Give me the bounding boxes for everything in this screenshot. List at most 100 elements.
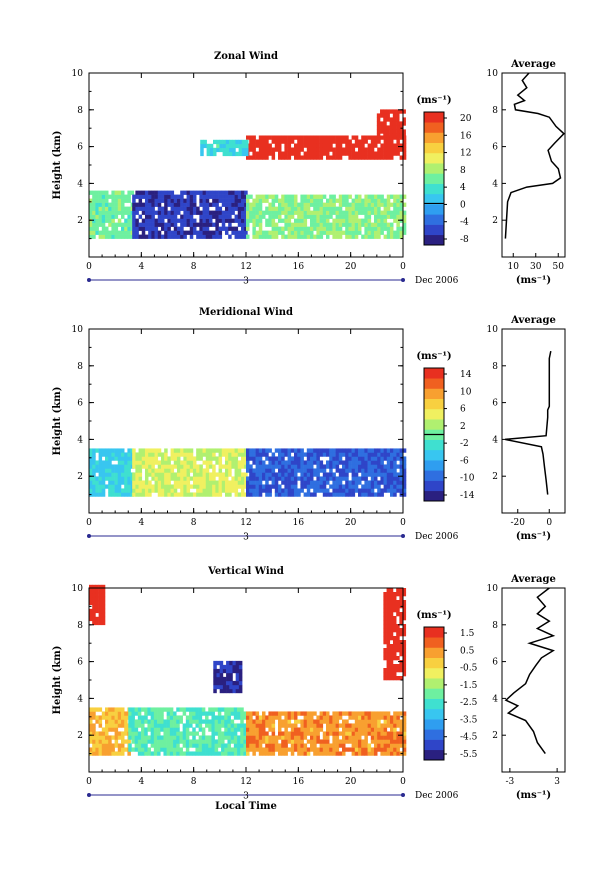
vertical-cell bbox=[246, 723, 250, 728]
meridional-cell bbox=[101, 452, 106, 457]
vertical-cell bbox=[316, 719, 320, 724]
vertical-cell bbox=[310, 727, 314, 732]
meridional-cell bbox=[135, 452, 139, 457]
zonal-cell bbox=[144, 210, 149, 215]
meridional-cell bbox=[108, 488, 112, 493]
vertical-cell bbox=[169, 723, 174, 728]
zonal-cell bbox=[245, 139, 249, 145]
zonal-cell bbox=[386, 226, 391, 231]
zonal-cell bbox=[212, 198, 216, 203]
zonal-cell bbox=[358, 226, 362, 231]
meridional-cell bbox=[294, 460, 298, 465]
vertical-cell bbox=[342, 711, 346, 716]
vertical-cell bbox=[216, 676, 220, 682]
vertical-cell bbox=[173, 719, 177, 724]
meridional-cell bbox=[108, 484, 112, 489]
meridional-heatmap bbox=[89, 448, 407, 497]
zonal-cell bbox=[297, 147, 301, 152]
vertical-cell bbox=[121, 707, 125, 712]
meridional-cell bbox=[351, 456, 356, 461]
meridional-cell bbox=[380, 448, 384, 453]
meridional-cell bbox=[160, 484, 165, 489]
zonal-cell bbox=[300, 210, 304, 215]
meridional-cell bbox=[399, 476, 404, 481]
vertical-cell bbox=[201, 731, 206, 736]
zonal-cell bbox=[127, 198, 131, 203]
vertical-cell bbox=[377, 723, 381, 728]
meridional-cell bbox=[221, 476, 226, 481]
zonal-cell bbox=[237, 198, 242, 203]
vertical-cell bbox=[214, 727, 219, 732]
vertical-cell bbox=[399, 664, 403, 669]
meridional-cell bbox=[402, 460, 407, 465]
zonal-cell bbox=[202, 198, 207, 203]
meridional-cell bbox=[151, 452, 155, 457]
vertical-cell bbox=[310, 711, 314, 716]
vertical-cell bbox=[238, 684, 243, 690]
meridional-cell bbox=[127, 464, 131, 469]
zonal-cell bbox=[338, 210, 343, 215]
zonal-cell bbox=[370, 135, 375, 140]
zonal-cell bbox=[105, 218, 109, 223]
vertical-cell bbox=[230, 719, 235, 724]
meridional-cell bbox=[89, 464, 93, 469]
vertical-cell bbox=[137, 751, 142, 756]
meridional-cell bbox=[393, 492, 397, 497]
vertical-cell bbox=[316, 735, 320, 740]
vertical-cell bbox=[101, 743, 106, 748]
meridional-cell bbox=[399, 448, 404, 453]
vertical-cell bbox=[399, 652, 403, 657]
vertical-cell bbox=[329, 747, 333, 752]
zonal-cell bbox=[212, 230, 216, 235]
zonal-cell bbox=[258, 151, 263, 156]
vertical-cell bbox=[217, 751, 222, 756]
vertical-cell bbox=[195, 707, 199, 712]
zonal-cell bbox=[287, 135, 292, 140]
zonal-cell bbox=[224, 218, 229, 223]
meridional-cell bbox=[390, 452, 394, 457]
meridional-cell bbox=[89, 488, 93, 493]
meridional-cell bbox=[212, 488, 216, 493]
vertical-cell bbox=[390, 723, 394, 728]
vertical-average-ytick-label: 10 bbox=[487, 584, 499, 594]
vertical-cell bbox=[274, 715, 279, 720]
meridional-cell bbox=[274, 456, 279, 461]
vertical-cell bbox=[392, 608, 397, 613]
vertical-cell bbox=[268, 719, 272, 724]
meridional-cell bbox=[124, 456, 128, 461]
zonal-cell bbox=[402, 129, 406, 134]
vertical-cell bbox=[303, 751, 308, 756]
meridional-cell bbox=[199, 464, 203, 469]
vertical-cell bbox=[189, 751, 193, 756]
meridional-cell bbox=[199, 452, 203, 457]
meridional-cell bbox=[316, 448, 320, 453]
vertical-cell bbox=[383, 628, 387, 633]
vertical-cell bbox=[95, 735, 99, 740]
zonal-cell bbox=[390, 147, 394, 152]
meridional-cell bbox=[271, 480, 276, 485]
zonal-cell bbox=[396, 113, 400, 118]
zonal-cell bbox=[238, 139, 243, 145]
meridional-cell bbox=[345, 452, 349, 457]
zonal-cell bbox=[332, 206, 336, 211]
meridional-cell bbox=[274, 476, 279, 481]
meridional-cell bbox=[303, 452, 308, 457]
zonal-cell bbox=[396, 117, 400, 122]
zonal-cell bbox=[170, 190, 175, 195]
meridional-cell bbox=[294, 472, 298, 477]
meridional-cell bbox=[274, 480, 279, 485]
meridional-day-label: 3 bbox=[243, 533, 249, 543]
vertical-cell bbox=[98, 715, 103, 720]
zonal-cell bbox=[367, 143, 372, 148]
zonal-cell bbox=[262, 198, 266, 203]
zonal-cell bbox=[278, 198, 282, 203]
zonal-cell bbox=[396, 147, 400, 152]
vertical-cell bbox=[89, 596, 93, 602]
vertical-cell bbox=[271, 751, 276, 756]
vertical-cell bbox=[316, 723, 320, 728]
zonal-cell bbox=[278, 143, 282, 148]
meridional-cell bbox=[95, 464, 99, 469]
vertical-cell bbox=[380, 751, 384, 756]
zonal-cell bbox=[306, 226, 311, 231]
zonal-cell bbox=[370, 210, 375, 215]
